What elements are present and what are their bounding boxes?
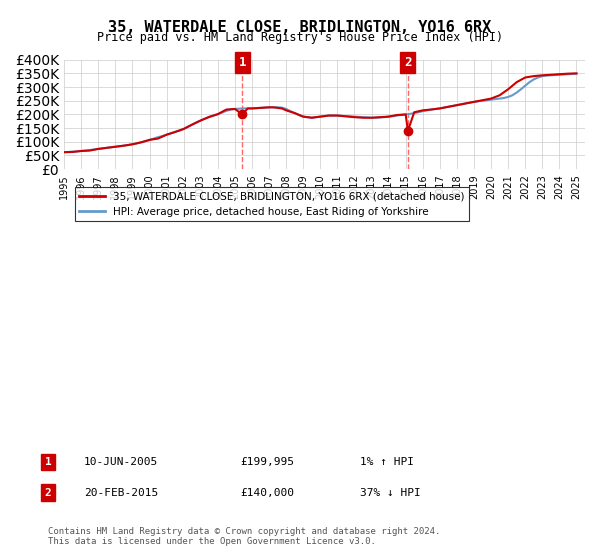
Text: Contains HM Land Registry data © Crown copyright and database right 2024.
This d: Contains HM Land Registry data © Crown c… bbox=[48, 526, 440, 546]
Text: 20-FEB-2015: 20-FEB-2015 bbox=[84, 488, 158, 498]
Text: 37% ↓ HPI: 37% ↓ HPI bbox=[360, 488, 421, 498]
Text: 10-JUN-2005: 10-JUN-2005 bbox=[84, 457, 158, 467]
Text: 35, WATERDALE CLOSE, BRIDLINGTON, YO16 6RX: 35, WATERDALE CLOSE, BRIDLINGTON, YO16 6… bbox=[109, 20, 491, 35]
Text: 2: 2 bbox=[44, 488, 52, 498]
Legend: 35, WATERDALE CLOSE, BRIDLINGTON, YO16 6RX (detached house), HPI: Average price,: 35, WATERDALE CLOSE, BRIDLINGTON, YO16 6… bbox=[74, 188, 469, 221]
Text: 1: 1 bbox=[44, 457, 52, 467]
Text: 1: 1 bbox=[239, 56, 246, 69]
Text: £199,995: £199,995 bbox=[240, 457, 294, 467]
Text: 1% ↑ HPI: 1% ↑ HPI bbox=[360, 457, 414, 467]
Text: 2: 2 bbox=[404, 56, 412, 69]
Text: £140,000: £140,000 bbox=[240, 488, 294, 498]
Text: Price paid vs. HM Land Registry's House Price Index (HPI): Price paid vs. HM Land Registry's House … bbox=[97, 31, 503, 44]
